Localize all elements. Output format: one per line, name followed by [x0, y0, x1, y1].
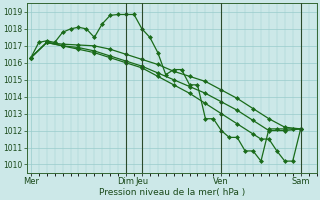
X-axis label: Pression niveau de la mer( hPa ): Pression niveau de la mer( hPa ): [99, 188, 245, 197]
